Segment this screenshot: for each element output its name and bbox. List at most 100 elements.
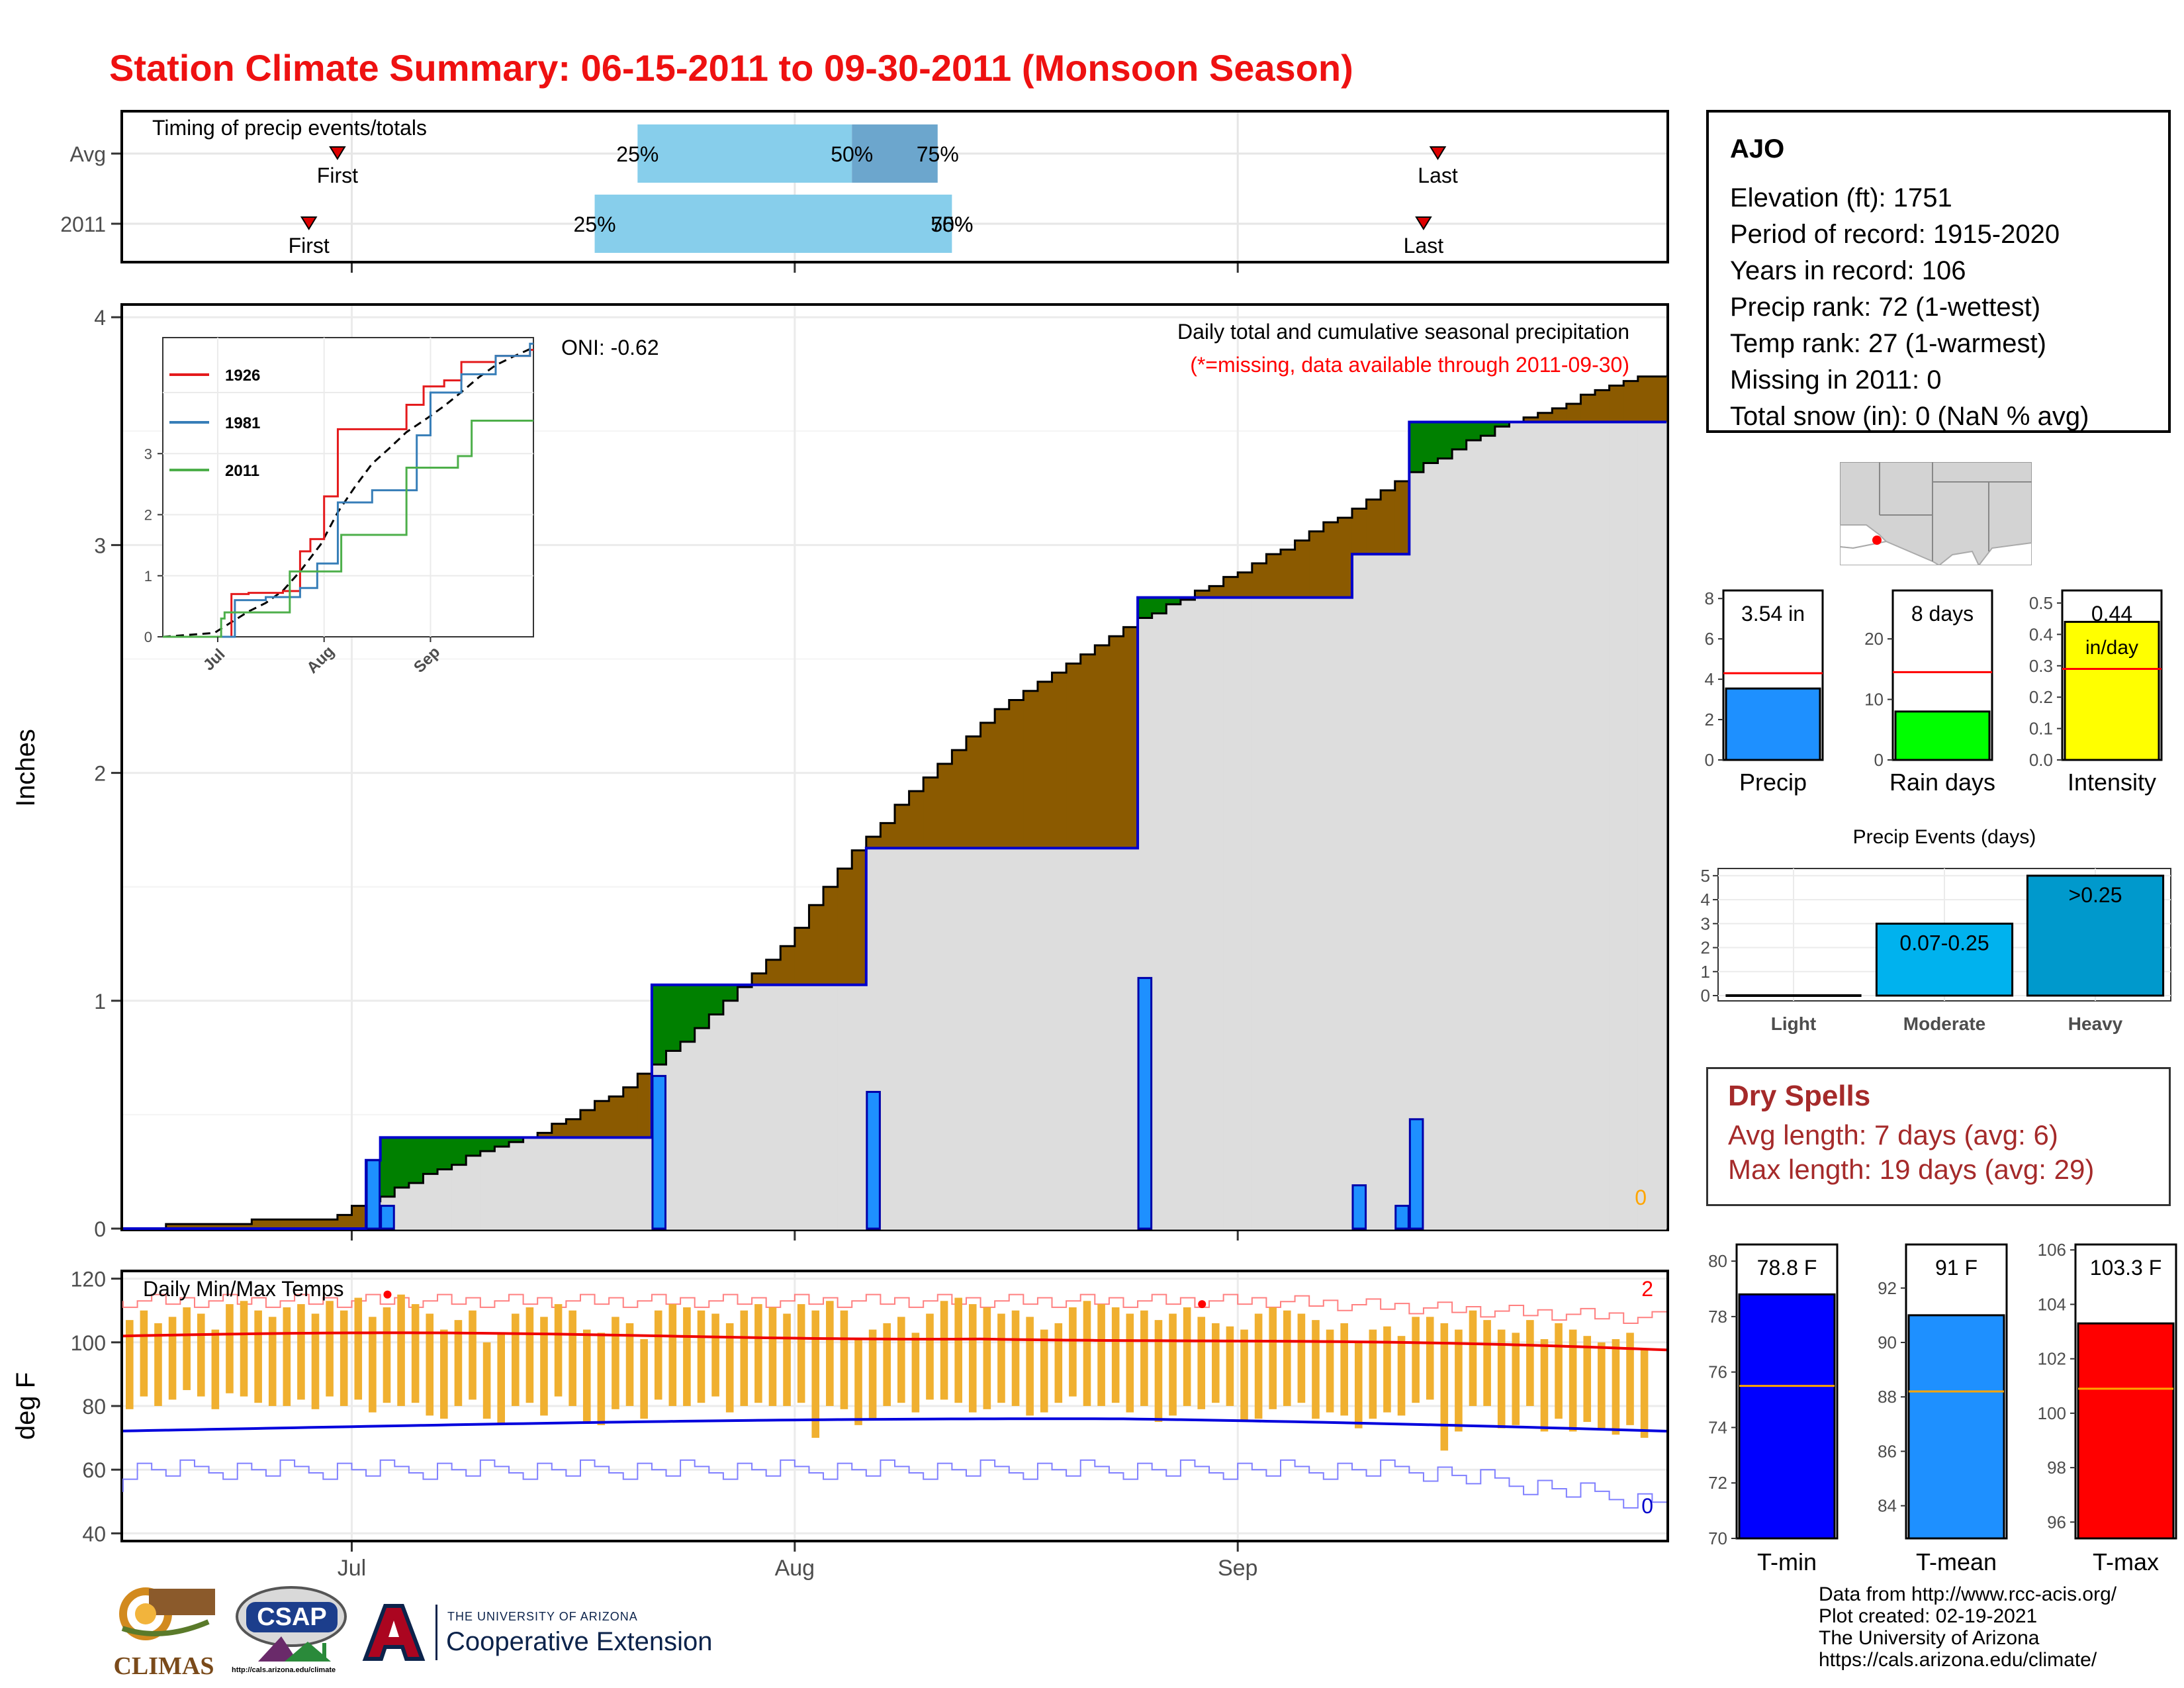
daily-temp-bar (926, 1313, 934, 1400)
deficit-area (1552, 408, 1567, 422)
cumulative-area (880, 848, 895, 1229)
deficit-area (1295, 540, 1310, 598)
mini-y-tick-label: 0 (1874, 750, 1884, 770)
credit-url: https://cals.arizona.edu/climate/ (1819, 1649, 2097, 1671)
precip-event-category-label: Heavy (2068, 1013, 2123, 1034)
daily-temp-bar (1612, 1339, 1620, 1435)
oni-label: ONI: -0.62 (561, 336, 659, 359)
last-event-marker (1429, 146, 1447, 160)
daily-precip-bar (866, 1090, 881, 1230)
locator-map (1840, 462, 2032, 565)
daily-temp-bar (340, 1310, 348, 1406)
precip-events-chart: Precip Events (days) 0 1 2 3 4 5 Light 0.07-0.25… (1701, 826, 2171, 1034)
cumulative-area (909, 848, 924, 1229)
temp-summary-value-label: 78.8 F (1757, 1256, 1817, 1280)
temp-summary-bar-t-mean (1907, 1314, 2005, 1540)
ua-block-a-icon (362, 1604, 426, 1661)
cumulative-area (1509, 422, 1524, 1229)
dry-spells-box: Dry Spells Avg length: 7 days (avg: 6) M… (1706, 1067, 2171, 1206)
deficit-area (937, 763, 952, 849)
daily-temp-bar (725, 1323, 734, 1413)
daily-temp-bar (1097, 1304, 1105, 1406)
daily-temp-bar (954, 1297, 962, 1403)
surplus-area (466, 1137, 481, 1156)
timing-p50-label: 50% (831, 142, 873, 166)
deficit-area (1109, 636, 1124, 849)
cumulative-area (623, 1137, 638, 1229)
surplus-area (394, 1137, 410, 1188)
cumulative-area (1281, 597, 1296, 1229)
mini-y-tick-label: 0.3 (2029, 656, 2053, 676)
ua-small-text: THE UNIVERSITY OF ARIZONA (447, 1610, 638, 1623)
cumulative-area (394, 1188, 410, 1229)
daily-temp-bar (740, 1310, 749, 1406)
timing-p75-label: 75% (917, 142, 959, 166)
cumulative-area (980, 848, 995, 1229)
cumulative-area (1409, 472, 1424, 1229)
daily-temp-bar (768, 1307, 777, 1406)
surplus-area (509, 1137, 524, 1143)
temp-summary-y-tick-label: 100 (2038, 1403, 2066, 1423)
daily-temp-bar (1383, 1326, 1391, 1413)
cumulative-area (1351, 554, 1367, 1229)
station-period: Period of record: 1915-2020 (1730, 220, 2060, 249)
events-y-tick-label: 0 (1701, 986, 1710, 1006)
cumulative-area (537, 1137, 553, 1229)
deficit-area (1309, 531, 1324, 598)
surplus-area (1409, 422, 1424, 473)
daily-precip-bar (651, 1074, 667, 1230)
record-low-line (122, 1459, 1666, 1509)
precip-event-category-label: Moderate (1903, 1013, 1985, 1034)
cumulative-area (1266, 597, 1281, 1229)
surplus-area (451, 1137, 467, 1165)
daily-temp-bar (612, 1317, 619, 1409)
ua-extension-text: Cooperative Extension (446, 1627, 713, 1656)
mini-y-tick-label: 8 (1705, 588, 1714, 608)
precip-caption: Daily total and cumulative seasonal prec… (1177, 320, 1629, 344)
cumulative-area (1080, 848, 1095, 1229)
daily-precip-bar (1351, 1184, 1367, 1230)
deficit-area (995, 709, 1010, 849)
deficit-area (809, 905, 824, 985)
daily-temp-bar (1154, 1320, 1163, 1423)
deficit-area (609, 1096, 624, 1138)
surplus-area (380, 1137, 395, 1197)
precip-chart: 0 1 2 3 4 Inches Daily total and cumulative se… (11, 306, 1667, 1241)
daily-temp-bar (1197, 1317, 1206, 1409)
cumulative-area (1452, 449, 1467, 1229)
daily-temp-bar (1040, 1329, 1048, 1413)
timing-p25-label: 25% (574, 212, 616, 236)
cumulative-area (1323, 597, 1338, 1229)
cumulative-area (1223, 597, 1238, 1229)
daily-temp-bar (1455, 1329, 1463, 1432)
cumulative-area (451, 1164, 467, 1229)
csap-cloud-icon (236, 1586, 347, 1662)
station-missing: Missing in 2011: 0 (1730, 365, 1942, 395)
cumulative-area (423, 1174, 438, 1229)
daily-temp-bar (668, 1304, 677, 1406)
mini-y-tick-label: 0.4 (2029, 624, 2053, 644)
daily-temp-bar (226, 1304, 234, 1393)
cumulative-area (794, 984, 809, 1229)
deficit-area (794, 927, 809, 985)
deficit-area (1223, 577, 1238, 598)
mini-bar-value-label: 3.54 in (1741, 602, 1805, 626)
deficit-area (923, 777, 938, 849)
surplus-area (1138, 597, 1153, 618)
deficit-area (852, 850, 867, 985)
daily-temp-bar (1326, 1329, 1334, 1413)
deficit-area (1537, 412, 1553, 422)
mini-bar-value-label: 0.44 (2091, 602, 2132, 626)
cumulative-area (566, 1137, 581, 1229)
csap-logo: CSAP http://cals.arizona.edu/climate (232, 1583, 351, 1683)
deficit-area (1052, 673, 1067, 849)
timing-row-label: Avg (69, 142, 106, 166)
record-low-count: 0 (1641, 1494, 1653, 1518)
temp-summary-y-tick-label: 76 (1708, 1362, 1727, 1382)
cumulative-area (995, 848, 1010, 1229)
temp-summary-y-tick-label: 84 (1878, 1496, 1897, 1516)
daily-temp-bar (440, 1329, 448, 1419)
cumulative-area (1309, 597, 1324, 1229)
deficit-area (1394, 481, 1410, 555)
daily-temp-bar (1126, 1313, 1134, 1413)
